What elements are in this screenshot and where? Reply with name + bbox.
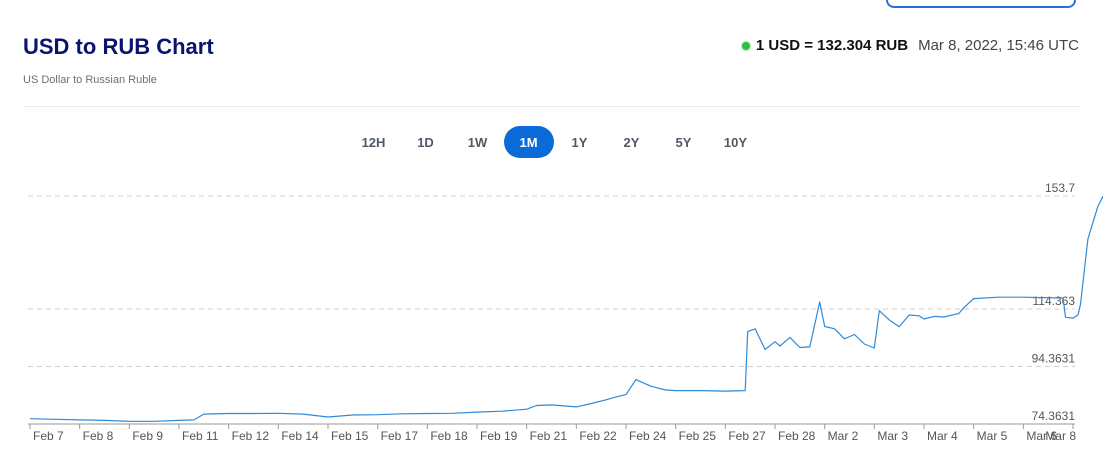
y-tick-label: 114.363 [1033,294,1076,308]
rate-value: 1 USD = 132.304 RUB [755,37,909,54]
page-subtitle: US Dollar to Russian Ruble [23,74,157,86]
x-tick-label: Feb 24 [629,429,667,443]
x-tick-label: Feb 27 [728,429,766,443]
x-tick-label: Feb 15 [331,429,369,443]
x-tick-label: Feb 14 [281,429,319,443]
y-tick-label: 153.7 [1045,181,1075,195]
range-button-1d[interactable]: 1D [400,126,452,158]
rate-timestamp: Mar 8, 2022, 15:46 UTC [918,37,1079,54]
y-tick-label: 94.3631 [1032,352,1076,366]
x-tick-label: Feb 9 [132,429,163,443]
x-tick-label: Feb 22 [579,429,617,443]
series-line-usd-rub [29,196,1103,422]
x-tick-label: Feb 17 [381,429,419,443]
x-tick-label: Feb 18 [430,429,468,443]
range-button-1y[interactable]: 1Y [554,126,606,158]
range-button-1m[interactable]: 1M [503,126,554,158]
x-tick-label: Mar 3 [877,429,908,443]
range-selector: 12H 1D 1W 1M 1Y 2Y 5Y 10Y [0,126,1103,158]
x-tick-label: Mar 8 [1045,429,1076,443]
x-tick-label: Mar 5 [977,429,1008,443]
x-tick-label: Feb 25 [679,429,717,443]
range-button-10y[interactable]: 10Y [710,126,762,158]
live-status-icon [741,41,750,50]
y-tick-label: 74.3631 [1032,409,1076,423]
header-divider [23,106,1080,107]
x-tick-label: Feb 21 [530,429,568,443]
x-tick-label: Feb 28 [778,429,816,443]
x-tick-label: Mar 2 [828,429,859,443]
x-tick-label: Feb 7 [33,429,64,443]
current-rate: 1 USD = 132.304 RUB Mar 8, 2022, 15:46 U… [741,37,1079,54]
range-button-2y[interactable]: 2Y [606,126,658,158]
x-tick-label: Feb 11 [182,429,219,443]
page-title: USD to RUB Chart [23,34,214,59]
x-tick-label: Mar 4 [927,429,958,443]
range-button-12h[interactable]: 12H [348,126,400,158]
range-button-5y[interactable]: 5Y [658,126,710,158]
x-tick-label: Feb 12 [232,429,270,443]
x-tick-label: Feb 19 [480,429,518,443]
x-tick-label: Mar 6 [1026,429,1057,443]
range-button-1w[interactable]: 1W [452,126,504,158]
x-tick-label: Feb 8 [83,429,114,443]
